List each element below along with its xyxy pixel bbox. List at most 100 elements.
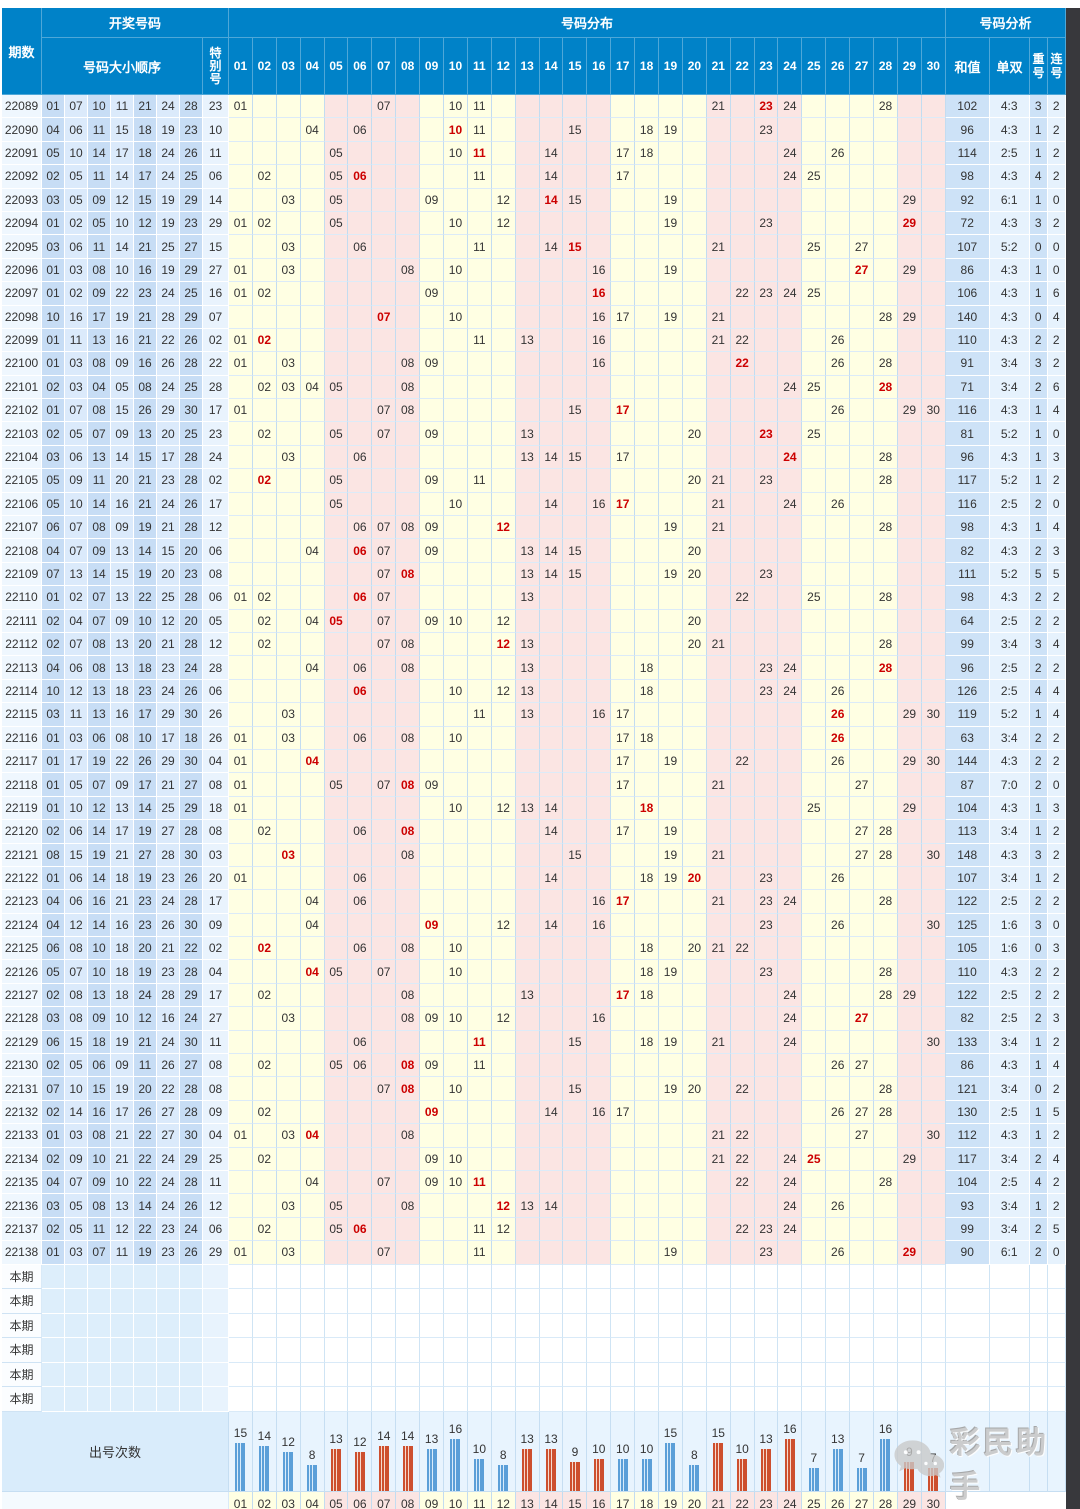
dist-cell-14	[539, 1124, 564, 1148]
dist-cell-06: 06	[348, 726, 373, 750]
pending-dist-cell	[229, 1387, 253, 1412]
dist-cell-29	[897, 1194, 922, 1218]
dist-cell-09	[420, 118, 445, 142]
dist-cell-20	[682, 258, 707, 283]
dist-cell-27	[850, 1147, 875, 1171]
special-number-cell: 22	[203, 352, 229, 376]
dist-cell-09	[420, 632, 445, 657]
dist-cell-14	[539, 375, 564, 400]
dist-cell-21: 21	[706, 773, 731, 797]
sum-cell: 148	[945, 843, 990, 867]
dist-cell-03: 03	[276, 726, 301, 750]
dist-cell-27	[850, 118, 875, 142]
dist-cell-23: 23	[754, 118, 779, 142]
dist-cell-01	[229, 235, 253, 259]
sorted-number-cell: 03	[42, 703, 65, 727]
dist-cell-29: 29	[897, 258, 922, 283]
sorted-number-cell: 18	[111, 679, 134, 704]
special-number-cell: 23	[203, 422, 229, 446]
repeat-cell: 0	[1029, 235, 1048, 259]
dist-cell-04	[300, 983, 325, 1008]
dist-cell-10	[444, 282, 468, 306]
dist-cell-14	[539, 632, 564, 657]
sorted-number-cell: 01	[42, 586, 65, 610]
dist-cell-11	[467, 679, 492, 704]
sorted-number-cell: 22	[157, 328, 180, 353]
dist-cell-13: 13	[515, 703, 540, 727]
pending-number-cell	[65, 1289, 88, 1314]
dist-cell-10	[444, 773, 468, 797]
sorted-number-cell: 23	[134, 890, 157, 914]
consecutive-cell: 2	[1047, 211, 1066, 236]
sorted-number-cell: 19	[157, 188, 180, 212]
dist-cell-30	[921, 562, 946, 587]
sorted-number-cell: 30	[180, 703, 203, 727]
dist-cell-12	[491, 1170, 516, 1195]
special-number-marker: 24	[783, 450, 797, 465]
dist-cell-06	[348, 960, 373, 984]
dist-cell-11	[467, 445, 492, 470]
dist-cell-27	[850, 516, 875, 540]
dist-cell-03: 03	[276, 375, 301, 400]
dist-cell-02	[252, 1077, 277, 1101]
dist-cell-01	[229, 890, 253, 914]
dist-cell-14	[539, 937, 564, 961]
pending-row: 本期	[2, 1289, 1066, 1314]
dist-cell-20	[682, 211, 707, 236]
dist-cell-17	[611, 258, 636, 283]
dist-cell-08	[396, 445, 421, 470]
sorted-number-cell: 01	[42, 866, 65, 891]
dist-cell-08	[396, 1217, 421, 1242]
sorted-number-cell: 12	[157, 609, 180, 633]
dist-cell-01	[229, 820, 253, 844]
dist-cell-27	[850, 539, 875, 563]
dist-cell-26	[826, 960, 851, 984]
sorted-number-cell: 13	[134, 422, 157, 446]
dist-cell-21	[706, 445, 731, 470]
dist-cell-18	[635, 328, 660, 353]
sorted-number-cell: 09	[88, 539, 111, 563]
dist-cell-05	[324, 399, 349, 423]
dist-cell-02	[252, 95, 277, 119]
special-number-marker: 02	[257, 473, 272, 488]
dist-cell-10	[444, 820, 468, 844]
footer-number-13: 13	[515, 1491, 540, 1509]
col-header-number-11: 11	[467, 38, 492, 95]
consecutive-cell: 2	[1047, 352, 1066, 376]
dist-cell-01: 01	[229, 1124, 253, 1148]
dist-cell-08	[396, 328, 421, 353]
dist-cell-08	[396, 749, 421, 774]
dist-cell-30	[921, 1147, 946, 1171]
pending-repeat-cell	[1029, 1289, 1048, 1314]
odd-even-cell: 4:3	[989, 586, 1030, 610]
dist-cell-09	[420, 679, 445, 704]
pending-consecutive-cell	[1047, 1387, 1066, 1412]
dist-cell-22	[730, 656, 755, 680]
pending-dist-cell	[348, 1387, 373, 1412]
sorted-number-cell: 02	[42, 422, 65, 446]
sorted-number-cell: 24	[157, 95, 180, 119]
sorted-number-cell: 19	[157, 211, 180, 236]
special-number-cell: 28	[203, 656, 229, 680]
dist-cell-14	[539, 1054, 564, 1078]
dist-cell-03	[276, 516, 301, 540]
pending-number-cell	[157, 1362, 180, 1388]
dist-cell-01	[229, 937, 253, 961]
sorted-number-cell: 16	[111, 913, 134, 938]
pending-number-cell	[42, 1338, 65, 1363]
dist-cell-25	[802, 773, 827, 797]
dist-cell-23	[754, 1147, 779, 1171]
consecutive-cell: 2	[1047, 890, 1066, 914]
dist-cell-28	[874, 422, 898, 446]
pending-number-cell	[157, 1313, 180, 1339]
repeat-cell: 0	[1029, 1077, 1048, 1101]
sorted-number-cell: 19	[134, 820, 157, 844]
dist-cell-05	[324, 235, 349, 259]
dist-cell-27	[850, 141, 875, 166]
pending-number-cell	[65, 1313, 88, 1339]
dist-cell-13	[515, 305, 540, 329]
dist-cell-20	[682, 726, 707, 750]
dist-cell-24	[778, 258, 803, 283]
dist-cell-30	[921, 539, 946, 563]
dist-cell-30: 30	[921, 1030, 946, 1055]
